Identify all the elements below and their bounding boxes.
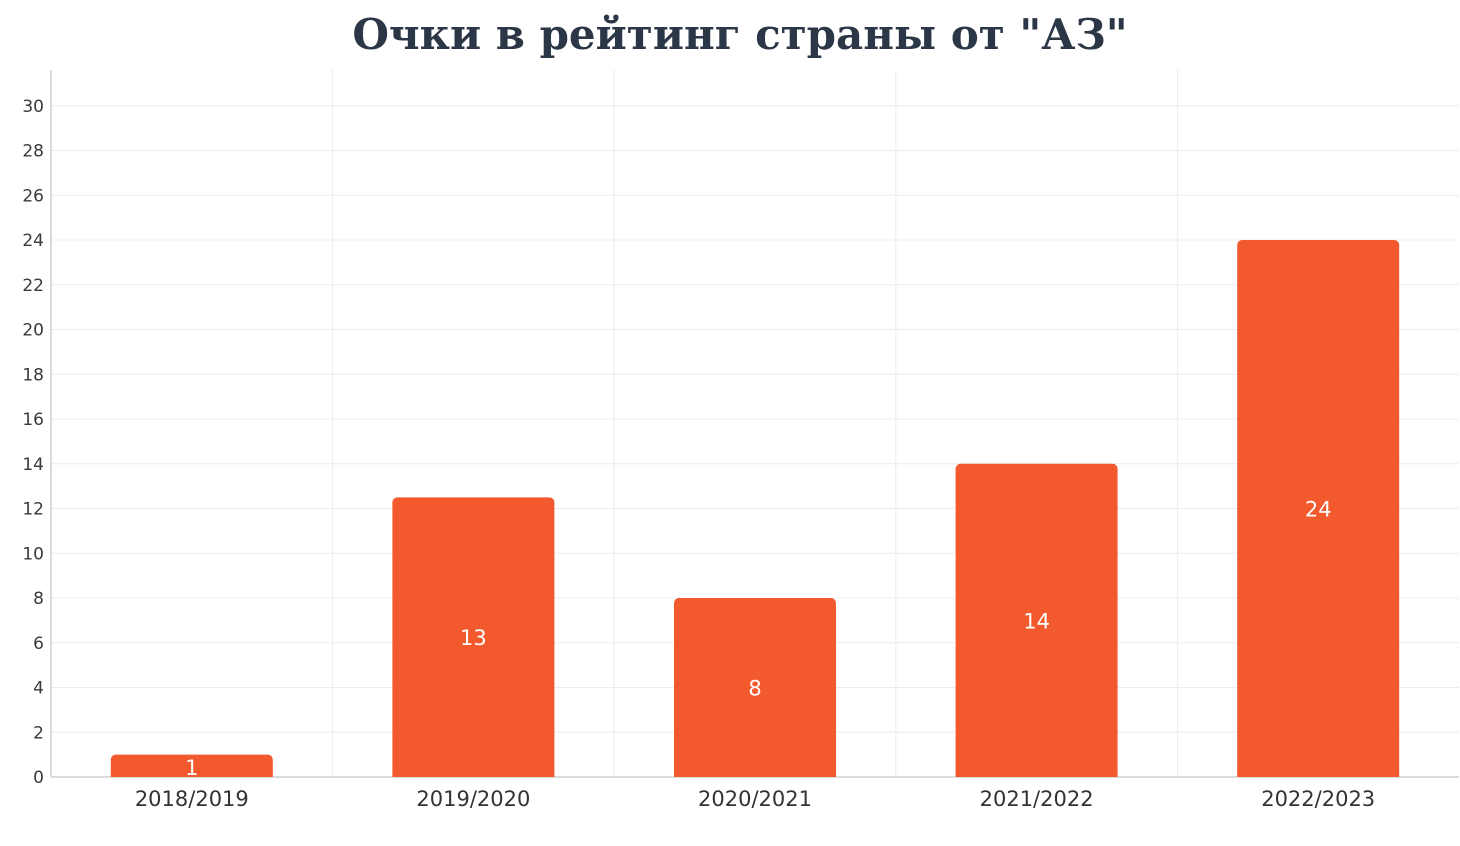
y-tick-label: 26 <box>22 186 44 206</box>
bar-base <box>110 771 273 777</box>
bar-value-label: 24 <box>1305 498 1332 522</box>
y-tick-label: 30 <box>22 97 44 117</box>
y-tick-label: 28 <box>22 142 44 162</box>
y-tick-label: 16 <box>22 410 44 430</box>
x-tick-label: 2022/2023 <box>1261 787 1375 811</box>
y-tick-label: 10 <box>22 544 44 564</box>
y-tick-label: 4 <box>33 679 44 699</box>
bar-base <box>674 771 836 777</box>
bar-base <box>392 771 555 777</box>
bar-value-label: 13 <box>460 626 487 650</box>
chart-title: Очки в рейтинг страны от "АЗ" <box>352 10 1128 59</box>
labels: 02468101214161820222426283012018/2019132… <box>22 97 1375 811</box>
y-tick-label: 18 <box>22 365 44 385</box>
y-tick-label: 14 <box>22 455 44 475</box>
bar-value-label: 8 <box>748 677 761 701</box>
y-tick-label: 8 <box>33 589 44 609</box>
bar-value-label: 1 <box>185 756 198 780</box>
y-tick-label: 0 <box>33 768 44 788</box>
x-tick-label: 2019/2020 <box>416 787 530 811</box>
bar-base <box>955 771 1118 777</box>
y-tick-label: 24 <box>22 231 44 251</box>
y-tick-label: 22 <box>22 276 44 296</box>
x-tick-label: 2020/2021 <box>698 787 812 811</box>
y-tick-label: 6 <box>33 634 44 654</box>
y-tick-label: 20 <box>22 321 44 341</box>
bar <box>955 463 1118 777</box>
y-tick-label: 2 <box>33 723 44 743</box>
bar <box>1237 240 1400 778</box>
bar-value-label: 14 <box>1023 609 1050 633</box>
y-tick-label: 12 <box>22 500 44 520</box>
bar-base <box>1237 771 1400 777</box>
grid-lines <box>51 70 1459 777</box>
bars <box>110 240 1400 778</box>
bar <box>674 598 836 777</box>
x-tick-label: 2018/2019 <box>135 787 249 811</box>
x-tick-label: 2021/2022 <box>980 787 1094 811</box>
bar <box>392 497 555 777</box>
